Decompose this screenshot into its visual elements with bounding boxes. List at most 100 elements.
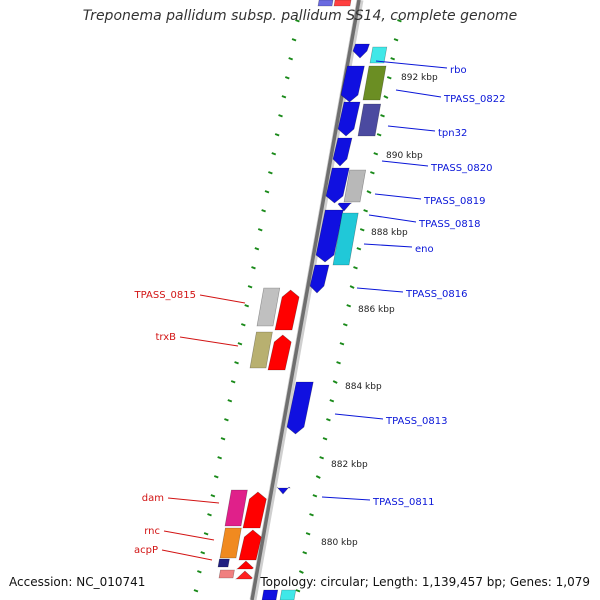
tick-mark: [326, 418, 331, 422]
tick-mark: [298, 570, 304, 574]
tick-mark: [240, 323, 246, 327]
gene-feature: [249, 331, 273, 369]
tick-mark: [200, 551, 206, 555]
tick-mark: [207, 513, 212, 517]
tick-mark: [363, 209, 368, 213]
tick-mark: [397, 19, 402, 23]
tick-mark: [339, 342, 345, 346]
gene-label-tpass-0811: TPASS_0811: [372, 497, 434, 508]
labels: 892 kbp 890 kbp 888 kbp 886 kbp 884 kbp 882 k…: [134, 65, 506, 556]
tick-mark: [261, 209, 266, 213]
gene-feature: [218, 569, 235, 579]
gene-label-rnc: rnc: [144, 526, 160, 537]
gene-feature: [340, 65, 365, 103]
gene-feature: [357, 103, 382, 137]
gene-feature: [369, 46, 388, 64]
leader-line: [387, 125, 436, 132]
tick-mark: [193, 589, 199, 593]
gene-label-tpass-0816: TPASS_0816: [405, 289, 467, 300]
tick-mark: [247, 285, 253, 289]
scale-label: 886 kbp: [358, 305, 395, 315]
gene-feature: [242, 491, 267, 529]
tick-marks: [193, 19, 402, 593]
tick-mark: [291, 38, 297, 42]
gene-label-tpn32: tpn32: [438, 128, 467, 139]
tick-mark: [220, 437, 226, 441]
tick-mark: [230, 380, 236, 384]
scale-label: 892 kbp: [401, 73, 438, 83]
gene-label-trxb: trxB: [155, 332, 176, 343]
tick-mark: [302, 551, 308, 555]
gene-feature: [261, 589, 279, 600]
tick-mark: [356, 247, 362, 251]
tick-mark: [346, 304, 352, 308]
tick-mark: [197, 570, 202, 574]
gene-feature: [362, 65, 387, 101]
scale-label: 882 kbp: [331, 460, 368, 470]
gene-feature: [274, 289, 300, 331]
tick-mark: [227, 399, 233, 403]
gene-feature: [337, 101, 361, 137]
gene-label-tpass-0815: TPASS_0815: [134, 290, 196, 301]
scale-label: 888 kbp: [371, 228, 408, 238]
gene-feature: [276, 486, 291, 495]
leader-line: [161, 549, 213, 561]
tick-mark: [342, 323, 348, 327]
tick-mark: [254, 247, 260, 251]
tick-mark: [213, 475, 219, 479]
scale-label: 884 kbp: [345, 382, 382, 392]
tick-mark: [319, 456, 325, 460]
gene-feature: [235, 570, 253, 580]
gene-feature: [279, 589, 297, 600]
gene-label-dam: dam: [142, 493, 164, 504]
tick-mark: [359, 228, 365, 232]
gene-feature: [236, 560, 254, 570]
tick-mark: [278, 114, 283, 118]
gene-features: [217, 0, 388, 600]
gene-feature: [343, 169, 367, 203]
leader-line: [368, 214, 417, 223]
tick-mark: [244, 304, 250, 308]
gene-label-tpass-0819: TPASS_0819: [423, 196, 485, 207]
scale-label: 890 kbp: [386, 151, 423, 161]
tick-mark: [390, 57, 396, 61]
tick-mark: [349, 285, 355, 289]
tick-mark: [380, 114, 385, 118]
leader-line: [363, 243, 413, 248]
tick-mark: [288, 57, 294, 61]
tick-mark: [305, 532, 311, 536]
tick-mark: [309, 513, 314, 517]
gene-label-tpass-0822: TPASS_0822: [443, 94, 505, 105]
tick-mark: [274, 133, 280, 137]
genome-backbone: [249, 0, 364, 600]
scale-label: 880 kbp: [321, 538, 358, 548]
tick-mark: [268, 171, 273, 175]
tick-mark: [224, 418, 229, 422]
tick-mark: [315, 475, 321, 479]
gene-feature: [256, 287, 281, 327]
gene-feature: [286, 381, 314, 435]
gene-feature: [238, 529, 262, 561]
tick-mark: [386, 76, 392, 80]
gene-feature: [317, 0, 334, 7]
leader-line: [321, 496, 371, 501]
gene-feature: [309, 264, 330, 294]
topology-summary: Topology: circular; Length: 1,139,457 bp…: [260, 575, 590, 589]
gene-label-acpp: acpP: [134, 545, 158, 556]
gene-feature: [333, 0, 352, 7]
tick-mark: [393, 38, 399, 42]
gene-feature: [352, 43, 370, 59]
tick-mark: [366, 190, 372, 194]
gene-feature: [337, 202, 353, 212]
gene-label-tpass-0813: TPASS_0813: [385, 416, 447, 427]
leader-line: [167, 497, 220, 504]
tick-mark: [336, 361, 341, 365]
leader-line: [199, 294, 246, 304]
tick-mark: [271, 152, 277, 156]
gene-feature: [267, 334, 292, 371]
tick-mark: [329, 399, 335, 403]
leader-line: [163, 530, 215, 541]
tick-mark: [264, 190, 270, 194]
leader-line: [374, 193, 422, 200]
